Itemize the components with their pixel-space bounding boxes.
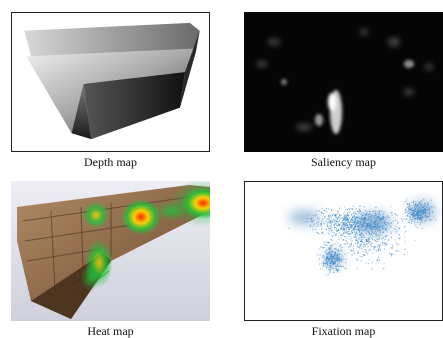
- heat-hotspot-center: [121, 199, 161, 235]
- heat-map-caption: Heat map: [87, 324, 134, 338]
- saliency-map-caption: Saliency map: [311, 155, 376, 169]
- sofa-edge: [179, 30, 200, 108]
- depth-map-image: [24, 22, 200, 140]
- fixation-map-panel: [244, 181, 443, 321]
- heat-hotspot-right: [181, 187, 210, 219]
- heat-map-image: [11, 181, 210, 321]
- sofa-arm: [83, 72, 185, 140]
- depth-map-panel: [11, 12, 210, 152]
- saliency-map-image: [244, 12, 443, 152]
- fixation-map-image: [288, 198, 437, 276]
- heat-map-panel: [11, 181, 210, 321]
- sofa-side: [71, 83, 92, 140]
- fixation-map-caption: Fixation map: [311, 324, 376, 338]
- depth-map-caption: Depth map: [84, 155, 137, 169]
- sofa-seat: [26, 48, 196, 134]
- fixation-points: [288, 198, 437, 276]
- saliency-map-panel: [244, 12, 443, 152]
